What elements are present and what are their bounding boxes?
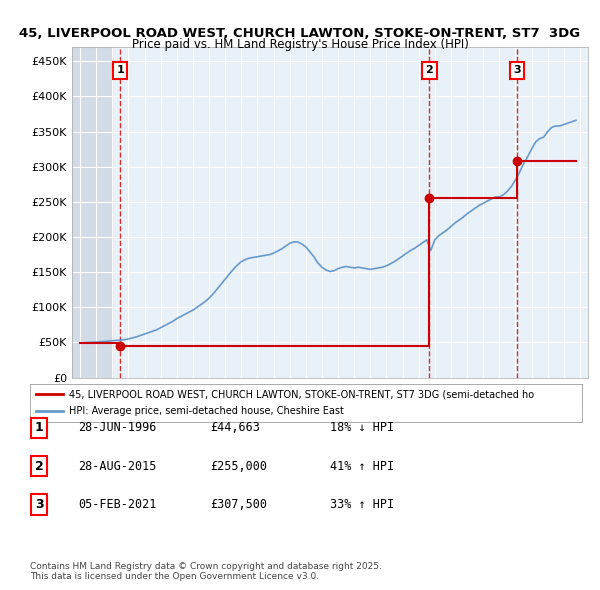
Text: Price paid vs. HM Land Registry's House Price Index (HPI): Price paid vs. HM Land Registry's House … [131,38,469,51]
Text: £255,000: £255,000 [210,460,267,473]
Text: 28-AUG-2015: 28-AUG-2015 [78,460,157,473]
Text: 2: 2 [425,65,433,76]
Text: 45, LIVERPOOL ROAD WEST, CHURCH LAWTON, STOKE-ON-TRENT, ST7 3DG (semi-detached h: 45, LIVERPOOL ROAD WEST, CHURCH LAWTON, … [68,389,534,399]
Text: 28-JUN-1996: 28-JUN-1996 [78,421,157,434]
Text: 41% ↑ HPI: 41% ↑ HPI [330,460,394,473]
Text: 3: 3 [35,498,43,511]
Text: Contains HM Land Registry data © Crown copyright and database right 2025.
This d: Contains HM Land Registry data © Crown c… [30,562,382,581]
Text: £44,663: £44,663 [210,421,260,434]
Text: 33% ↑ HPI: 33% ↑ HPI [330,498,394,511]
Text: HPI: Average price, semi-detached house, Cheshire East: HPI: Average price, semi-detached house,… [68,406,344,416]
Text: £307,500: £307,500 [210,498,267,511]
Text: 1: 1 [35,421,43,434]
Text: 18% ↓ HPI: 18% ↓ HPI [330,421,394,434]
Text: 05-FEB-2021: 05-FEB-2021 [78,498,157,511]
Bar [72,47,112,378]
Text: 45, LIVERPOOL ROAD WEST, CHURCH LAWTON, STOKE-ON-TRENT, ST7  3DG: 45, LIVERPOOL ROAD WEST, CHURCH LAWTON, … [19,27,581,40]
Text: 1: 1 [116,65,124,76]
Text: 3: 3 [513,65,521,76]
Text: 2: 2 [35,460,43,473]
